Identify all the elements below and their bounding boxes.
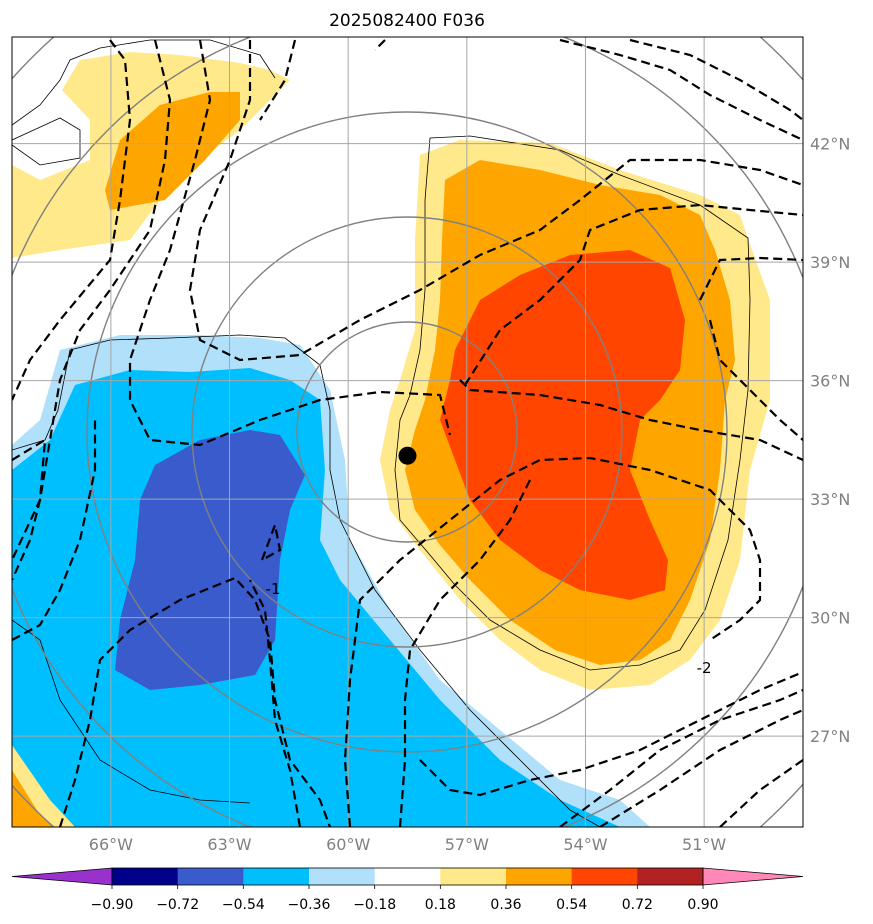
latitude-labels: 42°N 39°N 36°N 33°N 30°N 27°N	[810, 135, 850, 747]
lon-label: 51°W	[682, 835, 726, 854]
lat-label: 30°N	[810, 609, 850, 628]
lat-label: 27°N	[810, 727, 850, 746]
colorbar-frame	[111, 867, 704, 886]
fill-royal-blue	[115, 430, 305, 690]
fill-sw-orange	[12, 770, 55, 827]
colorbar-bin	[571, 868, 638, 885]
lat-label: 42°N	[810, 135, 850, 154]
dashed-contour-h	[464, 203, 803, 386]
map-frame	[11, 36, 804, 828]
lat-label: 39°N	[810, 253, 850, 272]
range-ring-3	[86, 111, 728, 753]
contour-labels: -1 -2	[266, 580, 712, 677]
dashed-contour-d	[188, 40, 803, 362]
colorbar-tick-label: 0.54	[556, 897, 587, 913]
colorbar-bin	[637, 868, 704, 885]
colorbar-bin	[506, 868, 573, 885]
lon-label: 54°W	[563, 835, 607, 854]
dashed-contour-v	[708, 319, 803, 441]
storm-center-marker	[398, 446, 417, 465]
dashed-contour-k	[58, 576, 332, 827]
colorbar-tick-label: −0.72	[156, 897, 199, 913]
colorbar-tick-label: −0.90	[91, 897, 134, 913]
dashed-contour-r	[719, 759, 803, 827]
contour-label: -2	[697, 659, 712, 677]
dashed-contour-t	[559, 38, 803, 141]
dashed-contour-o	[419, 670, 803, 797]
colorbar-tick-label: −0.36	[288, 897, 331, 913]
colorbar-bin	[309, 868, 376, 885]
lon-label: 63°W	[207, 835, 251, 854]
lat-label: 33°N	[810, 490, 850, 509]
colorbar-tick-label: 0.72	[622, 897, 653, 913]
colorbar-bin	[112, 868, 179, 885]
colorbar-tick-label: 0.90	[687, 897, 718, 913]
colorbar-tick-label: −0.18	[353, 897, 396, 913]
dashed-contour-s	[629, 38, 803, 121]
colorbar	[11, 867, 804, 886]
thin-contour-negative	[12, 334, 601, 827]
dashed-contour-w	[260, 520, 282, 561]
dashed-contour-p	[559, 688, 803, 827]
dashed-contour-a	[12, 39, 132, 401]
colorbar-labels: −0.90 −0.72 −0.54 −0.36 −0.18 0.18 0.36 0.54 0.7…	[91, 885, 719, 913]
fill-orange-red	[440, 250, 685, 600]
colorbar-bin	[440, 868, 507, 885]
dashed-contour-b	[12, 39, 172, 561]
longitude-labels: 66°W 63°W 60°W 57°W 54°W 51°W	[89, 835, 727, 854]
dashed-contour-q	[599, 708, 803, 827]
chart-title: 2025082400 F036	[329, 11, 485, 31]
lat-label: 36°N	[810, 372, 850, 391]
contour-label: -1	[266, 580, 281, 598]
dashed-contour-l	[249, 579, 302, 827]
colorbar-tick-label: 0.18	[425, 897, 456, 913]
lon-label: 57°W	[445, 835, 489, 854]
colorbar-tick-label: −0.54	[222, 897, 265, 913]
dashed-contour-i	[12, 437, 47, 581]
dashed-contour-e	[259, 39, 297, 121]
range-ring-1	[296, 321, 518, 543]
fill-nw-orange	[105, 92, 240, 210]
dashed-contour-f	[374, 39, 386, 51]
lon-label: 60°W	[326, 835, 370, 854]
shaded-fields	[12, 52, 770, 827]
dashed-contour-m	[343, 456, 762, 827]
range-ring-2	[191, 216, 623, 648]
dashed-contour-j	[12, 420, 97, 641]
colorbar-bin	[374, 868, 441, 885]
lon-label: 66°W	[89, 835, 133, 854]
colorbar-bin	[243, 868, 310, 885]
colorbar-extend-low	[11, 867, 113, 886]
dashed-contours	[12, 38, 803, 827]
dashed-contour-u	[699, 256, 803, 301]
dashed-contour-g	[459, 379, 803, 461]
thin-contour-positive	[394, 135, 751, 671]
colorbar-bin	[177, 868, 244, 885]
colorbar-extend-high	[702, 867, 804, 886]
colorbar-tick-label: 0.36	[490, 897, 521, 913]
dashed-contour-n	[398, 479, 531, 827]
dashed-contour-c	[128, 39, 452, 447]
thin-contour-west	[12, 619, 251, 804]
